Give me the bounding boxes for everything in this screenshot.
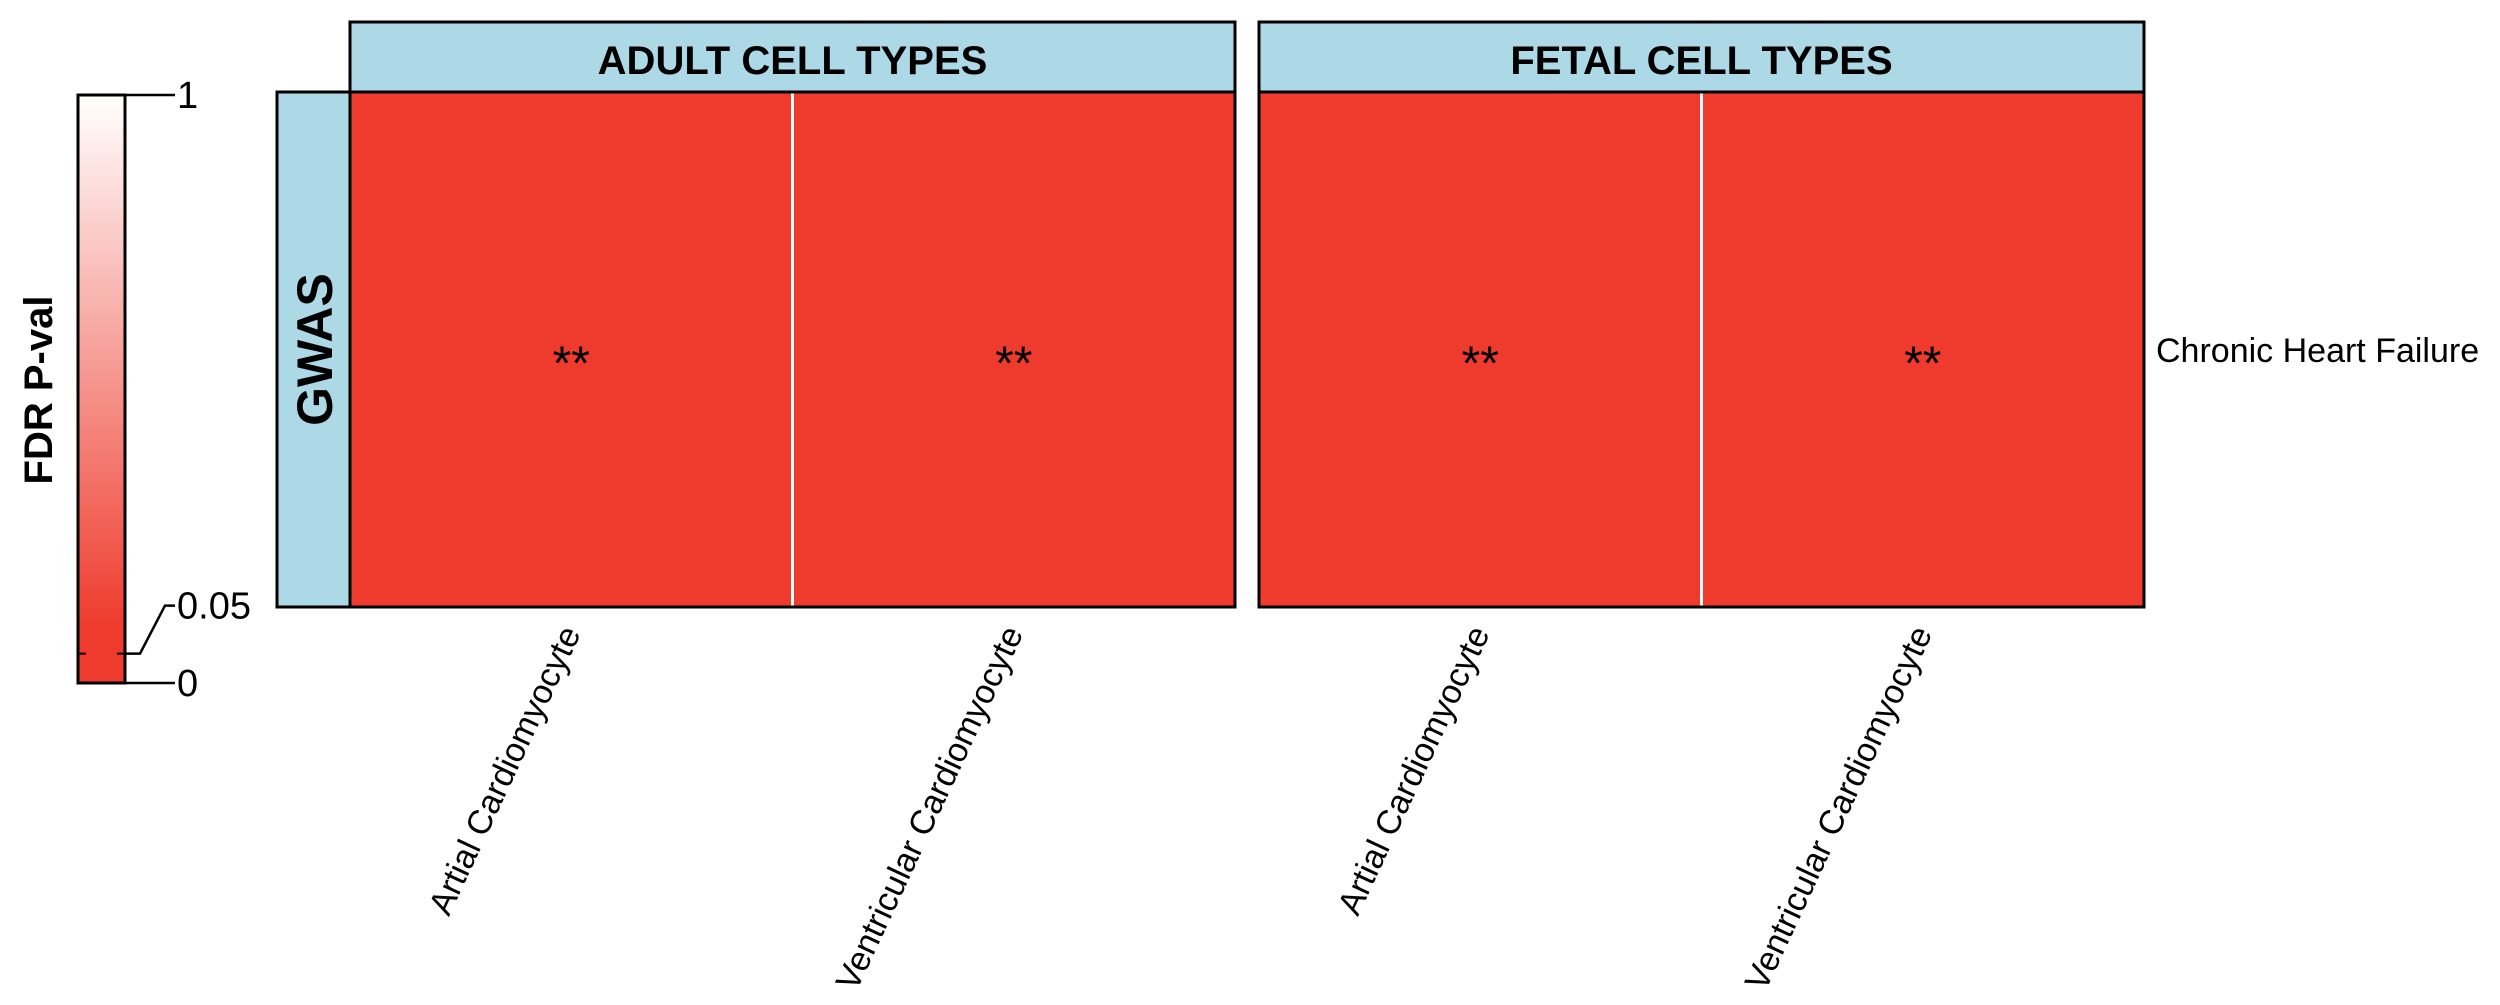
- colorbar: [76, 93, 127, 685]
- colorbar-tick-label: 1: [177, 75, 198, 117]
- heatmap-cell: [350, 92, 793, 607]
- heatmap-cell: [1701, 92, 2144, 607]
- panel-strip: [1257, 20, 2146, 94]
- cell-annotation: **: [1462, 338, 1499, 391]
- cell-annotation: **: [553, 338, 590, 391]
- panel-title: ADULT CELL TYPES: [598, 39, 988, 83]
- heatmap-cell: [1259, 92, 1702, 607]
- heatmap-cell: [792, 92, 1235, 607]
- colorbar-title: FDR P-val: [17, 296, 61, 485]
- row-label: Chronic Heart Failure: [2156, 332, 2479, 370]
- colorbar-tick-leader: [125, 604, 175, 655]
- column-label: Artial Cardiomyocyte: [1331, 620, 1498, 920]
- panel-border: [1257, 90, 2146, 609]
- row-group-strip: [275, 90, 352, 609]
- column-label: Artial Cardiomyocyte: [422, 620, 589, 920]
- row-group-label: GWAS: [287, 273, 343, 426]
- colorbar-tick-label: 0.05: [177, 586, 251, 628]
- cell-annotation: **: [1904, 338, 1941, 391]
- panel-border: [348, 90, 1237, 609]
- colorbar-tick-label: 0: [177, 663, 198, 705]
- panel-title: FETAL CELL TYPES: [1510, 39, 1892, 83]
- column-label: Ventricular Cardiomyocyte: [1738, 620, 1940, 996]
- column-label: Ventricular Cardiomyocyte: [829, 620, 1031, 996]
- cell-annotation: **: [995, 338, 1032, 391]
